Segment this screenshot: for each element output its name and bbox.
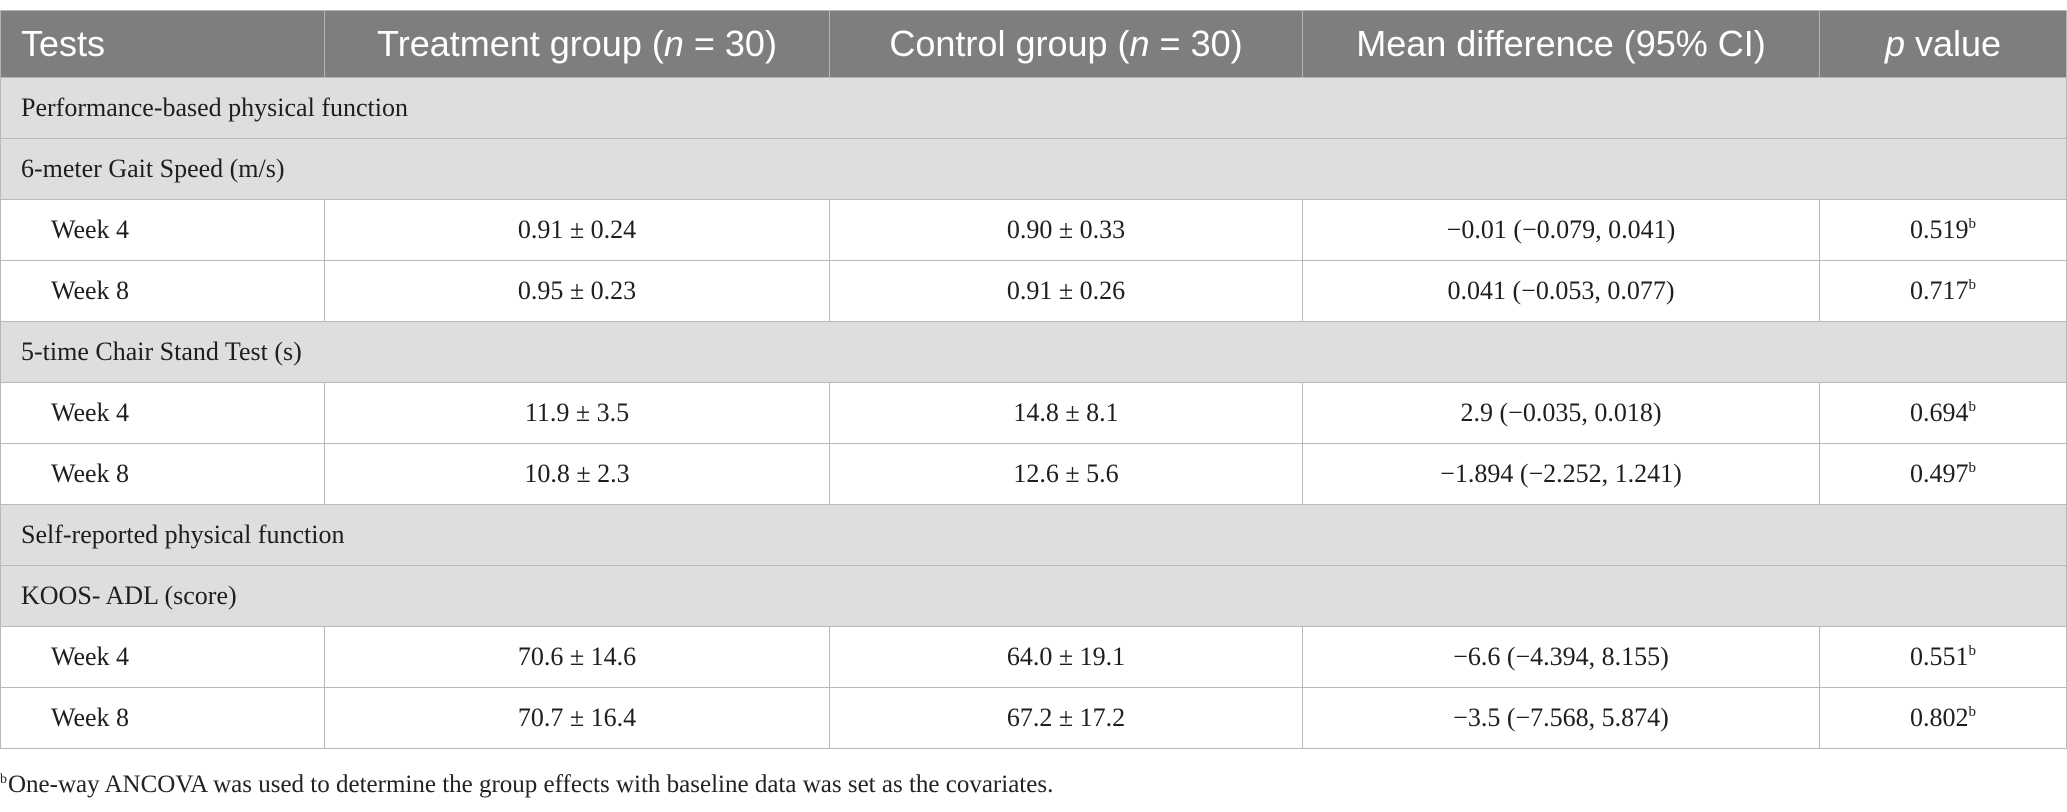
header-tests: Tests	[0, 10, 325, 78]
treatment-value: 70.7 ± 16.4	[324, 687, 830, 749]
mean-difference-value: 0.041 (−0.053, 0.077)	[1302, 260, 1820, 322]
section-title: Self-reported physical function	[0, 504, 2067, 566]
treatment-value: 70.6 ± 14.6	[324, 626, 830, 688]
row-label: Week 8	[0, 260, 325, 322]
table-row: Week 8 70.7 ± 16.4 67.2 ± 17.2 −3.5 (−7.…	[0, 687, 2067, 749]
header-treatment-group: Treatment group (n = 30)	[324, 10, 830, 78]
p-value: 0.694	[1910, 398, 1969, 427]
p-value-cell: 0.519b	[1819, 199, 2067, 261]
p-value-note: b	[1968, 643, 1977, 659]
row-label: Week 8	[0, 687, 325, 749]
p-value-note: b	[1968, 216, 1977, 232]
mean-difference-value: −3.5 (−7.568, 5.874)	[1302, 687, 1820, 749]
treatment-value: 11.9 ± 3.5	[324, 382, 830, 444]
p-value-note: b	[1968, 399, 1977, 415]
p-value-note: b	[1968, 460, 1977, 476]
control-value: 12.6 ± 5.6	[829, 443, 1303, 505]
group-row: 6-meter Gait Speed (m/s)	[0, 138, 2067, 200]
table-row: Week 8 10.8 ± 2.3 12.6 ± 5.6 −1.894 (−2.…	[0, 443, 2067, 505]
table-row: Week 4 11.9 ± 3.5 14.8 ± 8.1 2.9 (−0.035…	[0, 382, 2067, 444]
row-label: Week 8	[0, 443, 325, 505]
mean-difference-value: −1.894 (−2.252, 1.241)	[1302, 443, 1820, 505]
p-value-cell: 0.497b	[1819, 443, 2067, 505]
group-title: KOOS- ADL (score)	[0, 565, 2067, 627]
p-value-note: b	[1968, 277, 1977, 293]
p-value: 0.717	[1910, 276, 1969, 305]
table-row: Week 4 0.91 ± 0.24 0.90 ± 0.33 −0.01 (−0…	[0, 199, 2067, 261]
group-title: 6-meter Gait Speed (m/s)	[0, 138, 2067, 200]
mean-difference-value: 2.9 (−0.035, 0.018)	[1302, 382, 1820, 444]
group-title: 5-time Chair Stand Test (s)	[0, 321, 2067, 383]
control-value: 14.8 ± 8.1	[829, 382, 1303, 444]
group-row: 5-time Chair Stand Test (s)	[0, 321, 2067, 383]
header-row: Tests Treatment group (n = 30) Control g…	[0, 10, 2067, 78]
treatment-value: 0.91 ± 0.24	[324, 199, 830, 261]
header-mean-difference: Mean difference (95% CI)	[1302, 10, 1820, 78]
p-value-cell: 0.694b	[1819, 382, 2067, 444]
header-p-value: p value	[1819, 10, 2067, 78]
results-table: Tests Treatment group (n = 30) Control g…	[0, 10, 2067, 749]
table-row: Week 8 0.95 ± 0.23 0.91 ± 0.26 0.041 (−0…	[0, 260, 2067, 322]
p-value: 0.519	[1910, 215, 1969, 244]
section-row: Performance-based physical function	[0, 77, 2067, 139]
treatment-value: 0.95 ± 0.23	[324, 260, 830, 322]
p-value-note: b	[1968, 704, 1977, 720]
p-value-cell: 0.551b	[1819, 626, 2067, 688]
header-control-group: Control group (n = 30)	[829, 10, 1303, 78]
section-title: Performance-based physical function	[0, 77, 2067, 139]
mean-difference-value: −0.01 (−0.079, 0.041)	[1302, 199, 1820, 261]
table-footnote: bOne-way ANCOVA was used to determine th…	[0, 771, 1053, 799]
p-value: 0.802	[1910, 703, 1969, 732]
row-label: Week 4	[0, 199, 325, 261]
p-value-cell: 0.802b	[1819, 687, 2067, 749]
footnote-text: One-way ANCOVA was used to determine the…	[8, 771, 1054, 798]
p-value-cell: 0.717b	[1819, 260, 2067, 322]
p-value: 0.551	[1910, 642, 1969, 671]
p-value: 0.497	[1910, 459, 1969, 488]
control-value: 0.90 ± 0.33	[829, 199, 1303, 261]
row-label: Week 4	[0, 626, 325, 688]
control-value: 64.0 ± 19.1	[829, 626, 1303, 688]
treatment-value: 10.8 ± 2.3	[324, 443, 830, 505]
control-value: 67.2 ± 17.2	[829, 687, 1303, 749]
footnote-marker: b	[0, 772, 7, 787]
mean-difference-value: −6.6 (−4.394, 8.155)	[1302, 626, 1820, 688]
table-row: Week 4 70.6 ± 14.6 64.0 ± 19.1 −6.6 (−4.…	[0, 626, 2067, 688]
control-value: 0.91 ± 0.26	[829, 260, 1303, 322]
table-header: Tests Treatment group (n = 30) Control g…	[0, 10, 2067, 78]
row-label: Week 4	[0, 382, 325, 444]
group-row: KOOS- ADL (score)	[0, 565, 2067, 627]
section-row: Self-reported physical function	[0, 504, 2067, 566]
